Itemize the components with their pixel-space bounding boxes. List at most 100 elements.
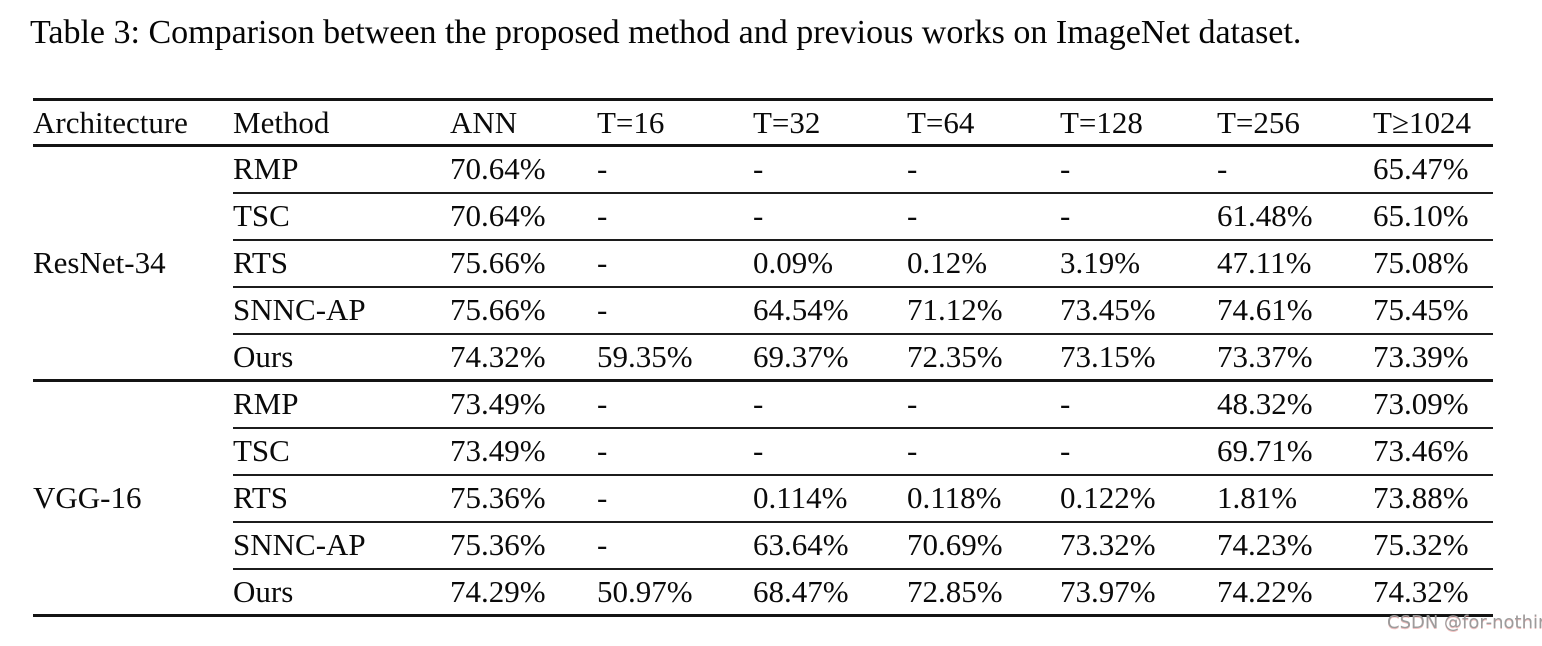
value-cell: 63.64% — [753, 521, 907, 570]
col-header-t32: T=32 — [753, 99, 907, 147]
value-cell: 75.45% — [1373, 286, 1493, 335]
value-cell: 74.32% — [450, 333, 597, 382]
value-cell: - — [753, 192, 907, 241]
value-cell: - — [1060, 192, 1217, 241]
col-header-ann: ANN — [450, 99, 597, 147]
value-cell: - — [597, 286, 753, 335]
table-row: TSC 70.64% - - - - 61.48% 65.10% — [33, 192, 1493, 241]
value-cell: - — [1060, 380, 1217, 429]
value-cell: - — [1217, 145, 1373, 194]
value-cell: - — [597, 427, 753, 476]
value-cell: 74.23% — [1217, 521, 1373, 570]
csdn-watermark: CSDN @for-nothing — [1387, 612, 1542, 633]
value-cell: 75.08% — [1373, 239, 1493, 288]
value-cell: 1.81% — [1217, 474, 1373, 523]
architecture-cell-vgg16: VGG-16 — [33, 380, 233, 617]
value-cell: - — [597, 239, 753, 288]
value-cell: 74.22% — [1217, 568, 1373, 617]
method-cell: SNNC-AP — [233, 521, 450, 570]
architecture-cell-resnet34: ResNet-34 — [33, 145, 233, 382]
value-cell: 73.49% — [450, 380, 597, 429]
value-cell: - — [597, 380, 753, 429]
value-cell: 75.36% — [450, 521, 597, 570]
value-cell: 73.45% — [1060, 286, 1217, 335]
table-row: SNNC-AP 75.66% - 64.54% 71.12% 73.45% 74… — [33, 286, 1493, 335]
value-cell: 0.122% — [1060, 474, 1217, 523]
col-header-method: Method — [233, 99, 450, 147]
method-cell: SNNC-AP — [233, 286, 450, 335]
method-cell: RMP — [233, 380, 450, 429]
value-cell: 71.12% — [907, 286, 1060, 335]
value-cell: - — [907, 380, 1060, 429]
col-header-t16: T=16 — [597, 99, 753, 147]
table-row: Ours 74.32% 59.35% 69.37% 72.35% 73.15% … — [33, 333, 1493, 382]
value-cell: 74.32% — [1373, 568, 1493, 617]
value-cell: 73.97% — [1060, 568, 1217, 617]
value-cell: 61.48% — [1217, 192, 1373, 241]
value-cell: 74.61% — [1217, 286, 1373, 335]
results-table: Architecture Method ANN T=16 T=32 T=64 T… — [33, 98, 1493, 617]
method-cell: RMP — [233, 145, 450, 194]
value-cell: 73.88% — [1373, 474, 1493, 523]
value-cell: 70.64% — [450, 192, 597, 241]
value-cell: 69.37% — [753, 333, 907, 382]
col-header-t64: T=64 — [907, 99, 1060, 147]
value-cell: - — [753, 427, 907, 476]
value-cell: 73.09% — [1373, 380, 1493, 429]
method-cell: RTS — [233, 474, 450, 523]
table-row: ResNet-34 RMP 70.64% - - - - - 65.47% — [33, 145, 1493, 382]
value-cell: 73.37% — [1217, 333, 1373, 382]
value-cell: 70.64% — [450, 145, 597, 194]
value-cell: 64.54% — [753, 286, 907, 335]
method-cell-ours: Ours — [233, 333, 450, 382]
value-cell: 75.36% — [450, 474, 597, 523]
col-header-t256: T=256 — [1217, 99, 1373, 147]
value-cell: 0.114% — [753, 474, 907, 523]
value-cell: - — [753, 145, 907, 194]
value-cell: 47.11% — [1217, 239, 1373, 288]
value-cell: - — [1060, 427, 1217, 476]
value-cell: 65.10% — [1373, 192, 1493, 241]
table-row: Ours 74.29% 50.97% 68.47% 72.85% 73.97% … — [33, 568, 1493, 617]
method-cell: TSC — [233, 427, 450, 476]
value-cell: 72.35% — [907, 333, 1060, 382]
value-cell: 68.47% — [753, 568, 907, 617]
value-cell: 0.118% — [907, 474, 1060, 523]
value-cell: 50.97% — [597, 568, 753, 617]
header-row: Architecture Method ANN T=16 T=32 T=64 T… — [33, 99, 1493, 147]
value-cell: 73.39% — [1373, 333, 1493, 382]
value-cell: - — [1060, 145, 1217, 194]
method-cell-ours: Ours — [233, 568, 450, 617]
value-cell: 69.71% — [1217, 427, 1373, 476]
col-header-t1024: T≥1024 — [1373, 99, 1493, 147]
value-cell: - — [597, 521, 753, 570]
value-cell: 73.32% — [1060, 521, 1217, 570]
table-row: SNNC-AP 75.36% - 63.64% 70.69% 73.32% 74… — [33, 521, 1493, 570]
col-header-architecture: Architecture — [33, 99, 233, 147]
value-cell: 72.85% — [907, 568, 1060, 617]
value-cell: 0.09% — [753, 239, 907, 288]
value-cell: 73.46% — [1373, 427, 1493, 476]
table-row: TSC 73.49% - - - - 69.71% 73.46% — [33, 427, 1493, 476]
col-header-t128: T=128 — [1060, 99, 1217, 147]
value-cell: 75.66% — [450, 286, 597, 335]
value-cell: 73.15% — [1060, 333, 1217, 382]
table-caption: Table 3: Comparison between the proposed… — [30, 14, 1302, 51]
value-cell: 75.66% — [450, 239, 597, 288]
table-row: RTS 75.66% - 0.09% 0.12% 3.19% 47.11% 75… — [33, 239, 1493, 288]
table-row: VGG-16 RMP 73.49% - - - - 48.32% 73.09% — [33, 380, 1493, 617]
method-cell: RTS — [233, 239, 450, 288]
value-cell: - — [907, 192, 1060, 241]
value-cell: 59.35% — [597, 333, 753, 382]
value-cell: - — [597, 474, 753, 523]
value-cell: 74.29% — [450, 568, 597, 617]
value-cell: 3.19% — [1060, 239, 1217, 288]
value-cell: - — [597, 192, 753, 241]
value-cell: 73.49% — [450, 427, 597, 476]
value-cell: 70.69% — [907, 521, 1060, 570]
method-cell: TSC — [233, 192, 450, 241]
value-cell: - — [753, 380, 907, 429]
value-cell: 48.32% — [1217, 380, 1373, 429]
value-cell: 0.12% — [907, 239, 1060, 288]
